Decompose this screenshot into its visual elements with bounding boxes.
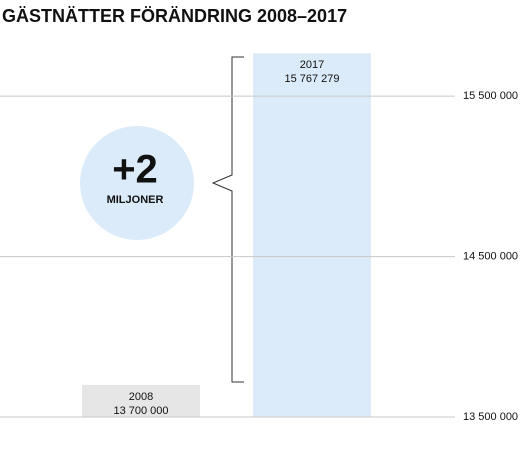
y-tick-label: 13 500 000 — [463, 411, 518, 423]
chart-title: GÄSTNÄTTER FÖRÄNDRING 2008–2017 — [2, 6, 347, 26]
y-tick-label: 14 500 000 — [463, 250, 518, 262]
y-tick-label: 15 500 000 — [463, 90, 518, 102]
annotation-value: +2 — [112, 148, 158, 192]
category-label: 2017 — [300, 59, 324, 71]
annotation-unit: MILJONER — [107, 194, 164, 206]
brace — [211, 56, 244, 383]
annotation-circle — [80, 126, 194, 240]
value-label: 15 767 279 — [284, 73, 339, 85]
category-label: 2008 — [129, 391, 153, 403]
bar — [82, 384, 200, 417]
bar — [253, 53, 371, 417]
value-label: 13 700 000 — [113, 405, 168, 417]
